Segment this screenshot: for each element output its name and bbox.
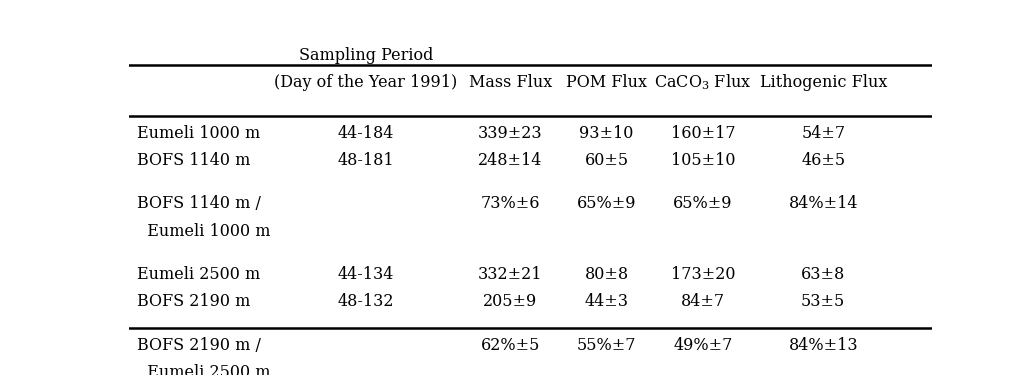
Text: Eumeli 1000 m: Eumeli 1000 m bbox=[138, 223, 271, 240]
Text: BOFS 2190 m: BOFS 2190 m bbox=[138, 294, 250, 310]
Text: 44±3: 44±3 bbox=[585, 294, 628, 310]
Text: 53±5: 53±5 bbox=[801, 294, 846, 310]
Text: 248±14: 248±14 bbox=[478, 152, 542, 169]
Text: 44-134: 44-134 bbox=[337, 266, 394, 283]
Text: 339±23: 339±23 bbox=[478, 124, 542, 142]
Text: 93±10: 93±10 bbox=[580, 124, 633, 142]
Text: 205±9: 205±9 bbox=[483, 294, 537, 310]
Text: 84%±13: 84%±13 bbox=[789, 337, 858, 354]
Text: Lithogenic Flux: Lithogenic Flux bbox=[760, 74, 887, 91]
Text: BOFS 2190 m /: BOFS 2190 m / bbox=[138, 337, 261, 354]
Text: 160±17: 160±17 bbox=[671, 124, 735, 142]
Text: 80±8: 80±8 bbox=[585, 266, 628, 283]
Text: 46±5: 46±5 bbox=[801, 152, 846, 169]
Text: 62%±5: 62%±5 bbox=[480, 337, 540, 354]
Text: 65%±9: 65%±9 bbox=[673, 195, 733, 212]
Text: CaCO$_3$ Flux: CaCO$_3$ Flux bbox=[654, 73, 751, 92]
Text: 105±10: 105±10 bbox=[671, 152, 735, 169]
Text: BOFS 1140 m /: BOFS 1140 m / bbox=[138, 195, 261, 212]
Text: 63±8: 63±8 bbox=[801, 266, 846, 283]
Text: 65%±9: 65%±9 bbox=[576, 195, 637, 212]
Text: Eumeli 2500 m: Eumeli 2500 m bbox=[138, 364, 271, 375]
Text: 48-132: 48-132 bbox=[337, 294, 394, 310]
Text: 44-184: 44-184 bbox=[337, 124, 394, 142]
Text: 173±20: 173±20 bbox=[671, 266, 735, 283]
Text: 73%±6: 73%±6 bbox=[480, 195, 540, 212]
Text: 332±21: 332±21 bbox=[478, 266, 542, 283]
Text: 54±7: 54±7 bbox=[801, 124, 846, 142]
Text: BOFS 1140 m: BOFS 1140 m bbox=[138, 152, 250, 169]
Text: 48-181: 48-181 bbox=[337, 152, 394, 169]
Text: 49%±7: 49%±7 bbox=[673, 337, 733, 354]
Text: Mass Flux: Mass Flux bbox=[469, 74, 552, 91]
Text: POM Flux: POM Flux bbox=[566, 74, 647, 91]
Text: Sampling Period: Sampling Period bbox=[299, 46, 434, 64]
Text: Eumeli 2500 m: Eumeli 2500 m bbox=[138, 266, 261, 283]
Text: Eumeli 1000 m: Eumeli 1000 m bbox=[138, 124, 261, 142]
Text: (Day of the Year 1991): (Day of the Year 1991) bbox=[274, 74, 457, 91]
Text: 55%±7: 55%±7 bbox=[576, 337, 637, 354]
Text: 84±7: 84±7 bbox=[681, 294, 724, 310]
Text: 60±5: 60±5 bbox=[585, 152, 628, 169]
Text: 84%±14: 84%±14 bbox=[789, 195, 858, 212]
